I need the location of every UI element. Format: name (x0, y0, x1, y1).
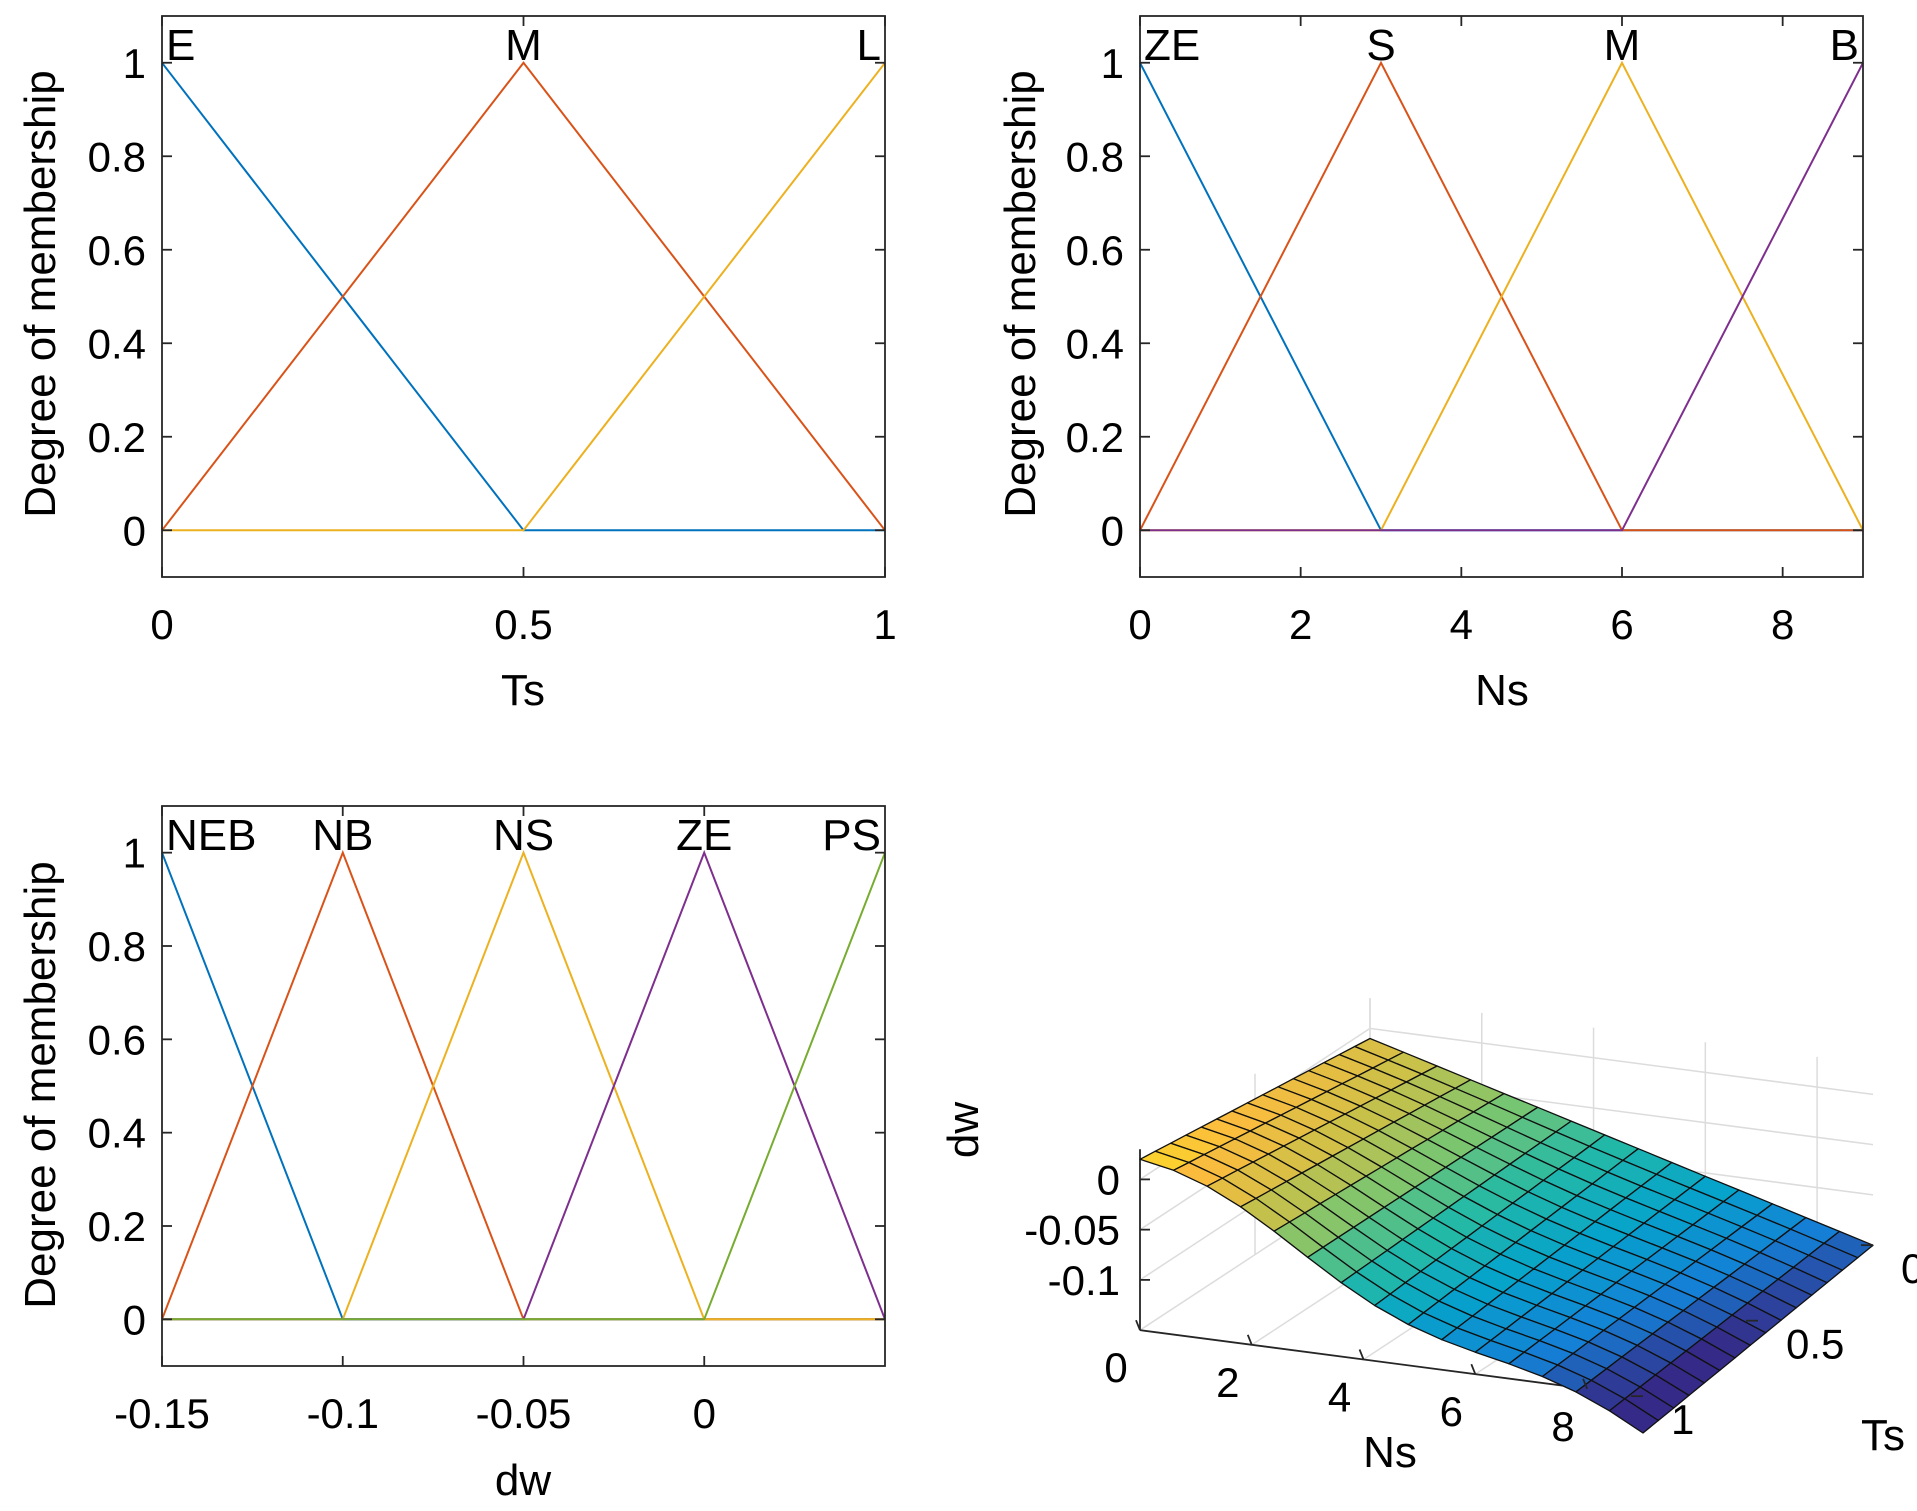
ticks-ts: 0 0.5 1 0 0.2 0.4 0.6 0.8 1 (88, 16, 897, 648)
surface-ns-tick-label: 0 (1104, 1344, 1127, 1391)
ytick-label-ts: 0.4 (88, 320, 146, 367)
mf-label-ts-l: L (857, 21, 881, 70)
ytick-label-dw: 0.8 (88, 923, 146, 970)
ylabel-dw: Degree of membership (16, 861, 65, 1309)
mf-label-dw-ze: ZE (676, 811, 732, 860)
mf-lines-ts (162, 63, 885, 531)
mf-label-dw-neb: NEB (166, 811, 256, 860)
ytick-label-dw: 0.2 (88, 1203, 146, 1250)
mf-label-ns-m: M (1604, 21, 1641, 70)
mf-labels-dw: NEB NB NS ZE PS (166, 811, 881, 860)
surface-ns-tick (1360, 1349, 1364, 1359)
axes-box-ts (162, 16, 885, 577)
ytick-label-ts: 0.8 (88, 133, 146, 180)
xtick-label-ns: 2 (1289, 601, 1312, 648)
mf-plot-dw: -0.15 -0.1 -0.05 0 0 0.2 0.4 0.6 0.8 1 NEB NB NS ZE P… (16, 806, 885, 1505)
surface-ns-tick (1471, 1364, 1475, 1374)
mf-line-ts-l (162, 63, 885, 531)
xtick-label-dw: -0.15 (114, 1390, 210, 1437)
mf-label-ns-s: S (1366, 21, 1395, 70)
mf-line-dw-neb (162, 853, 885, 1320)
xtick-label-dw: 0 (693, 1390, 716, 1437)
ytick-label-ns: 0.8 (1066, 133, 1124, 180)
mf-label-ns-ze: ZE (1144, 21, 1200, 70)
xtick-label-ts: 0 (150, 601, 173, 648)
surface-ns-tick-label: 6 (1440, 1388, 1463, 1435)
ylabel-ns: Degree of membership (996, 70, 1045, 518)
figure: 0 0.5 1 0 0.2 0.4 0.6 0.8 1 E M L Ts Degree of mem… (0, 0, 1917, 1511)
ytick-label-ts: 0.2 (88, 414, 146, 461)
mf-line-ns-m (1140, 63, 1863, 531)
xtick-label-ts: 0.5 (494, 601, 552, 648)
ytick-label-ns: 0.2 (1066, 414, 1124, 461)
surface-dw-tick-label: -0.05 (1024, 1207, 1120, 1254)
ytick-label-ns: 0 (1101, 507, 1124, 554)
mf-label-dw-nb: NB (312, 811, 373, 860)
xtick-label-ns: 0 (1128, 601, 1151, 648)
mf-label-dw-ps: PS (822, 811, 881, 860)
ticks-ns: 0 2 4 6 8 0 0.2 0.4 0.6 0.8 1 (1066, 16, 1863, 648)
xtick-label-ns: 6 (1610, 601, 1633, 648)
mf-plot-ns: 0 2 4 6 8 0 0.2 0.4 0.6 0.8 1 ZE S M B Ns Degree of m… (996, 16, 1863, 715)
ytick-label-ts: 1 (123, 40, 146, 87)
ytick-label-ns: 0.4 (1066, 320, 1124, 367)
mf-label-ts-e: E (166, 21, 195, 70)
xlabel-ts: Ts (501, 666, 545, 715)
surface-mesh (1140, 1039, 1873, 1434)
surface-ts-tick-label: 1 (1671, 1396, 1694, 1443)
xtick-label-dw: -0.05 (476, 1390, 572, 1437)
surface-ylabel: Ts (1861, 1411, 1905, 1460)
surface-ns-tick-label: 8 (1551, 1403, 1574, 1450)
ytick-label-dw: 0.4 (88, 1110, 146, 1157)
surface-ns-tick-label: 4 (1328, 1373, 1351, 1420)
ytick-label-dw: 0 (123, 1296, 146, 1343)
surface-ts-tick-label: 0 (1901, 1245, 1917, 1292)
ytick-label-ns: 0.6 (1066, 227, 1124, 274)
axes-box-dw (162, 806, 885, 1366)
surface-ts-tick-label: 0.5 (1786, 1321, 1844, 1368)
ticks-dw: -0.15 -0.1 -0.05 0 0 0.2 0.4 0.6 0.8 1 (88, 806, 885, 1437)
ytick-label-ts: 0 (123, 507, 146, 554)
xtick-label-ts: 1 (873, 601, 896, 648)
mf-label-dw-ns: NS (493, 811, 554, 860)
mf-lines-dw (162, 853, 885, 1320)
ytick-label-dw: 0.6 (88, 1016, 146, 1063)
ytick-label-ns: 1 (1101, 40, 1124, 87)
mf-line-ts-e (162, 63, 885, 531)
surface-dw-tick-label: -0.1 (1048, 1257, 1120, 1304)
mf-line-dw-ns (162, 853, 885, 1320)
xtick-label-ns: 8 (1771, 601, 1794, 648)
xlabel-ns: Ns (1475, 666, 1529, 715)
surface-xlabel: Ns (1363, 1428, 1417, 1477)
ytick-label-ts: 0.6 (88, 227, 146, 274)
ylabel-ts: Degree of membership (16, 70, 65, 518)
mf-line-dw-ze (162, 853, 885, 1320)
xtick-label-ns: 4 (1450, 601, 1473, 648)
mf-plot-ts: 0 0.5 1 0 0.2 0.4 0.6 0.8 1 E M L Ts Degree of mem… (16, 16, 897, 715)
mf-line-dw-nb (162, 853, 885, 1320)
surface-zlabel: dw (939, 1102, 988, 1158)
surface-dw-tick-label: 0 (1097, 1156, 1120, 1203)
mf-label-ts-m: M (505, 21, 542, 70)
mf-label-ns-b: B (1830, 21, 1859, 70)
mf-line-ts-m (162, 63, 885, 531)
mf-labels-ns: ZE S M B (1144, 21, 1859, 70)
ytick-label-dw: 1 (123, 830, 146, 877)
xlabel-dw: dw (495, 1456, 551, 1505)
surface-plot: 0 2 4 6 800.510-0.05-0.1 Ns Ts dw (939, 998, 1917, 1477)
mf-lines-ns (1140, 63, 1863, 531)
surface-ns-tick (1248, 1335, 1252, 1345)
mf-line-dw-ps (162, 853, 885, 1320)
surface-ns-tick-label: 2 (1216, 1359, 1239, 1406)
xtick-label-dw: -0.1 (307, 1390, 379, 1437)
